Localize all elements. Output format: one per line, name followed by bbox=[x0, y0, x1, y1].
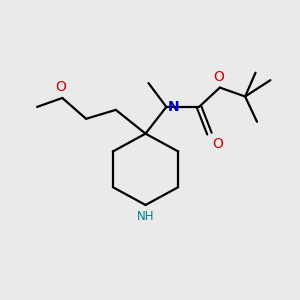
Text: O: O bbox=[212, 137, 223, 151]
Text: O: O bbox=[55, 80, 66, 94]
Text: N: N bbox=[168, 100, 180, 114]
Text: O: O bbox=[213, 70, 224, 84]
Text: NH: NH bbox=[137, 210, 154, 223]
